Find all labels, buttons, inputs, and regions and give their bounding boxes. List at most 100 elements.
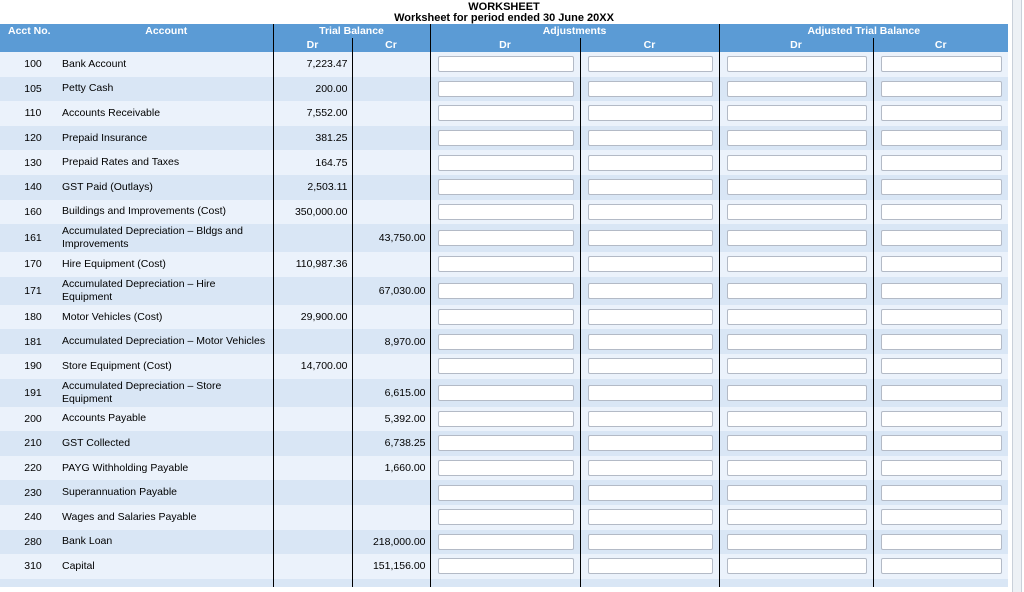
adjusted-trial-balance-dr-input[interactable]: [726, 203, 867, 220]
adjusted-trial-balance-cr-input[interactable]: [880, 309, 1003, 326]
adjustments-cr-input[interactable]: [587, 460, 713, 477]
adjustments-dr-input[interactable]: [437, 484, 574, 501]
adjustments-dr-input[interactable]: [437, 509, 574, 526]
adjusted-trial-balance-cr-input[interactable]: [880, 358, 1003, 375]
adjusted-trial-balance-dr-input[interactable]: [726, 309, 867, 326]
adjustments-dr-input[interactable]: [437, 230, 574, 247]
adjustments-cr-input[interactable]: [587, 179, 713, 196]
adjustments-dr-cell: [429, 329, 581, 354]
adjustments-cr-input[interactable]: [587, 80, 713, 97]
adjustments-cr-input[interactable]: [587, 533, 713, 550]
adjusted-trial-balance-cr-input[interactable]: [880, 558, 1003, 575]
adjustments-dr-input[interactable]: [437, 333, 574, 350]
adjustments-dr-input[interactable]: [437, 256, 574, 273]
trial-balance-cr-value: [351, 504, 431, 530]
adjustments-dr-input[interactable]: [437, 105, 574, 122]
adjusted-trial-balance-cr-input[interactable]: [880, 154, 1003, 171]
adjusted-trial-balance-dr-input[interactable]: [726, 410, 867, 427]
vertical-scrollbar[interactable]: [1012, 0, 1022, 592]
adjustments-cr-input[interactable]: [587, 484, 713, 501]
adjusted-trial-balance-cr-input[interactable]: [880, 509, 1003, 526]
adjustments-cr-input[interactable]: [587, 230, 713, 247]
adjustments-dr-input[interactable]: [437, 154, 574, 171]
adjustments-dr-input[interactable]: [437, 558, 574, 575]
adjustments-cr-input[interactable]: [587, 509, 713, 526]
adjustments-cr-input[interactable]: [587, 358, 713, 375]
adjusted-trial-balance-cr-input[interactable]: [880, 56, 1003, 73]
trial-balance-cr-value: 6,738.25: [351, 431, 431, 456]
adjusted-trial-balance-cr-input[interactable]: [880, 533, 1003, 550]
partial-row: [0, 578, 1009, 587]
adjusted-trial-balance-dr-input[interactable]: [726, 179, 867, 196]
adjusted-trial-balance-cr-input[interactable]: [880, 435, 1003, 452]
adjustments-dr-input[interactable]: [437, 460, 574, 477]
adjustments-dr-input[interactable]: [437, 80, 574, 97]
adjustments-dr-input[interactable]: [437, 410, 574, 427]
adjusted-trial-balance-dr-input[interactable]: [726, 80, 867, 97]
adjusted-trial-balance-dr-input[interactable]: [726, 460, 867, 477]
adjustments-cr-input[interactable]: [587, 558, 713, 575]
trial-balance-cr-value: 5,392.00: [351, 406, 431, 432]
adjusted-trial-balance-cr-input[interactable]: [880, 384, 1003, 401]
adjusted-trial-balance-cr-input[interactable]: [880, 460, 1003, 477]
adjusted-trial-balance-cr-input[interactable]: [880, 130, 1003, 147]
adjusted-trial-balance-cr-input[interactable]: [880, 282, 1003, 299]
adjusted-trial-balance-dr-cell: [718, 504, 874, 530]
adjusted-trial-balance-cr-input[interactable]: [880, 410, 1003, 427]
adjustments-cr-input[interactable]: [587, 435, 713, 452]
adjusted-trial-balance-dr-cell: [718, 52, 874, 77]
adjusted-trial-balance-dr-input[interactable]: [726, 256, 867, 273]
table-row: 220 PAYG Withholding Payable 1,660.00: [0, 455, 1009, 481]
adjustments-dr-input[interactable]: [437, 56, 574, 73]
account-name: PAYG Withholding Payable: [62, 461, 189, 474]
adjusted-trial-balance-dr-input[interactable]: [726, 509, 867, 526]
adjusted-trial-balance-dr-input[interactable]: [726, 484, 867, 501]
adjustments-dr-input[interactable]: [437, 130, 574, 147]
adjustments-cr-input[interactable]: [587, 309, 713, 326]
adjustments-dr-cell: [429, 504, 581, 530]
adjustments-cr-input[interactable]: [587, 203, 713, 220]
adjustments-dr-input[interactable]: [437, 358, 574, 375]
adjusted-trial-balance-dr-input[interactable]: [726, 533, 867, 550]
adjusted-trial-balance-dr-input[interactable]: [726, 358, 867, 375]
adjusted-trial-balance-dr-input[interactable]: [726, 130, 867, 147]
adjusted-trial-balance-dr-input[interactable]: [726, 230, 867, 247]
adjustments-dr-input[interactable]: [437, 282, 574, 299]
adjusted-trial-balance-cr-input[interactable]: [880, 256, 1003, 273]
trial-balance-cr-value: [351, 199, 431, 225]
adjusted-trial-balance-dr-input[interactable]: [726, 105, 867, 122]
adjusted-trial-balance-cr-input[interactable]: [880, 484, 1003, 501]
adjustments-cr-input[interactable]: [587, 130, 713, 147]
adjustments-dr-input[interactable]: [437, 309, 574, 326]
adjusted-trial-balance-dr-input[interactable]: [726, 282, 867, 299]
adjustments-cr-input[interactable]: [587, 384, 713, 401]
adjustments-dr-input[interactable]: [437, 203, 574, 220]
adjustments-dr-input[interactable]: [437, 179, 574, 196]
adjustments-dr-input[interactable]: [437, 533, 574, 550]
adjustments-cr-input[interactable]: [587, 410, 713, 427]
adjusted-trial-balance-cr-input[interactable]: [880, 80, 1003, 97]
adjusted-trial-balance-dr-cell: [718, 406, 874, 432]
adjusted-trial-balance-dr-input[interactable]: [726, 435, 867, 452]
adjusted-trial-balance-dr-cell: [718, 174, 874, 200]
adjusted-trial-balance-dr-input[interactable]: [726, 384, 867, 401]
adjustments-dr-cell: [429, 199, 581, 225]
adjusted-trial-balance-dr-input[interactable]: [726, 333, 867, 350]
adjustments-cr-input[interactable]: [587, 56, 713, 73]
adjusted-trial-balance-cr-input[interactable]: [880, 333, 1003, 350]
adjusted-trial-balance-dr-input[interactable]: [726, 558, 867, 575]
adjustments-cr-cell: [579, 329, 720, 354]
adjusted-trial-balance-cr-input[interactable]: [880, 179, 1003, 196]
adjustments-cr-input[interactable]: [587, 282, 713, 299]
adjusted-trial-balance-dr-input[interactable]: [726, 154, 867, 171]
adjusted-trial-balance-dr-input[interactable]: [726, 56, 867, 73]
adjusted-trial-balance-cr-input[interactable]: [880, 203, 1003, 220]
adjustments-cr-input[interactable]: [587, 154, 713, 171]
adjustments-dr-input[interactable]: [437, 435, 574, 452]
adjustments-cr-input[interactable]: [587, 333, 713, 350]
adjustments-dr-input[interactable]: [437, 384, 574, 401]
adjusted-trial-balance-cr-input[interactable]: [880, 105, 1003, 122]
adjusted-trial-balance-cr-input[interactable]: [880, 230, 1003, 247]
adjustments-cr-input[interactable]: [587, 105, 713, 122]
adjustments-cr-input[interactable]: [587, 256, 713, 273]
